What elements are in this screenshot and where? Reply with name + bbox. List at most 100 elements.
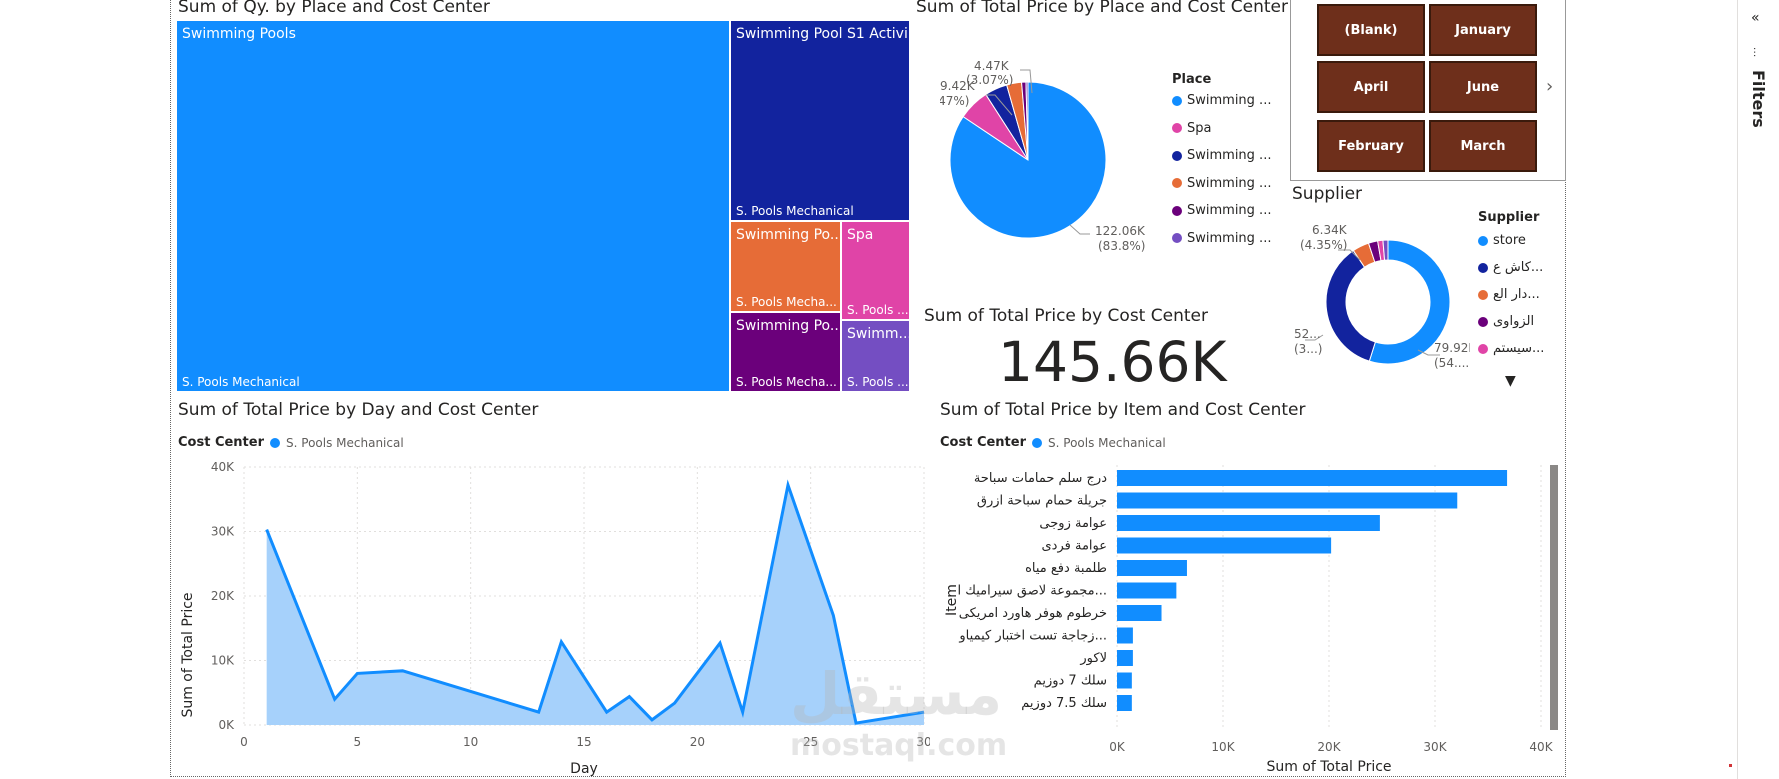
- line-legend: Cost Center S. Pools Mechanical: [178, 435, 404, 450]
- treemap-tile-label: Spa: [847, 227, 874, 243]
- pie-label-value: 4.47K: [974, 59, 1010, 73]
- filters-pane-label[interactable]: Filters: [1749, 70, 1768, 128]
- treemap-tile[interactable]: Swimming Pool S1 Activi... S. Pools Mech…: [730, 20, 910, 221]
- category-label: مجموعة لاصق سيراميك ا...: [958, 584, 1107, 599]
- pie-label-pct: (3.07%): [966, 73, 1013, 87]
- legend-dot-icon: [1478, 235, 1488, 246]
- slicer-button-june[interactable]: June: [1429, 61, 1537, 113]
- treemap-tile-sublabel: S. Pools ...: [847, 375, 909, 389]
- category-label: سلك 7.5 دوزيم: [1021, 696, 1107, 711]
- watermark-text: mostaql.com: [790, 728, 1008, 763]
- legend-label: Swimming ...: [1187, 175, 1272, 191]
- pie-slice[interactable]: [1368, 239, 1451, 365]
- category-label: لاكور: [1079, 651, 1107, 666]
- category-label: جريلة حمام سباحة ازرق: [977, 494, 1107, 509]
- slicer-button-april[interactable]: April: [1317, 61, 1425, 113]
- treemap-tile[interactable]: Swimming Po... S. Pools Mecha...: [730, 221, 841, 312]
- supplier-label-pct: (54....): [1434, 356, 1470, 370]
- legend-item[interactable]: سيستم...: [1478, 341, 1544, 356]
- legend-label: Swimming ...: [1187, 230, 1272, 246]
- pie-slice[interactable]: [1325, 249, 1376, 362]
- bar[interactable]: [1117, 470, 1508, 486]
- category-label: عوامة فردى: [1041, 539, 1107, 554]
- treemap-tile-label: Swimming Po...: [736, 227, 841, 243]
- pie-label-value: 122.06K: [1095, 224, 1146, 238]
- status-dot: [1729, 764, 1732, 767]
- treemap-tile-sublabel: S. Pools Mecha...: [736, 375, 837, 389]
- item-bar-chart[interactable]: 0K 10K 20K 30K 40K درج سلم حمامات سباحة جريلة…: [930, 460, 1570, 777]
- bar[interactable]: [1117, 537, 1332, 554]
- y-tick-label: 10K: [211, 654, 235, 668]
- legend-item[interactable]: store: [1478, 233, 1526, 248]
- place-pie-chart[interactable]: 4.47K (3.07%) 9.42K (6.47%) 122.06K (83.…: [940, 40, 1180, 280]
- treemap-tile-sublabel: S. Pools Mechanical: [736, 204, 854, 218]
- legend-dot-icon: [1172, 178, 1182, 188]
- y-tick-label: 0K: [218, 718, 235, 732]
- bar[interactable]: [1117, 582, 1177, 599]
- legend-item[interactable]: Spa: [1172, 121, 1211, 136]
- bar[interactable]: [1117, 560, 1187, 576]
- treemap-tile-label: Swimm...: [847, 326, 910, 342]
- filter-funnel-icon: ⫶: [1753, 46, 1757, 60]
- treemap-tile[interactable]: Spa S. Pools ...: [841, 221, 910, 320]
- x-tick-label: 15: [576, 735, 591, 749]
- day-area-chart[interactable]: 0K 10K 20K 30K 40K 0 5 10 15 20 25 30 Sum of Total…: [170, 455, 930, 777]
- card-title: Sum of Total Price by Cost Center: [924, 306, 1208, 326]
- x-tick-label: 20: [690, 735, 705, 749]
- x-tick-label: 20K: [1317, 740, 1341, 754]
- treemap-tile[interactable]: Swimming Pools S. Pools Mechanical: [176, 20, 730, 392]
- legend-dot-icon: [1478, 289, 1488, 300]
- slicer-button-february[interactable]: February: [1317, 120, 1425, 172]
- chevron-right-icon[interactable]: ›: [1546, 76, 1554, 97]
- legend-item[interactable]: دار الع...: [1478, 287, 1540, 302]
- supplier-label-pct: (3...): [1294, 342, 1322, 356]
- legend-dot-icon: [1478, 262, 1488, 273]
- treemap-tile[interactable]: Swimming Po... S. Pools Mecha...: [730, 312, 841, 392]
- bar[interactable]: [1117, 515, 1380, 531]
- supplier-donut-chart[interactable]: 6.34K (4.35%) 52... (3...) 79.92K (54...…: [1270, 210, 1470, 380]
- treemap-tile-label: Swimming Pool S1 Activi...: [736, 26, 910, 42]
- legend-item[interactable]: كاش ع...: [1478, 260, 1543, 275]
- category-label: درج سلم حمامات سباحة: [974, 471, 1107, 486]
- legend-item[interactable]: Swimming ...: [1172, 148, 1271, 163]
- legend-label: دار الع...: [1493, 287, 1540, 302]
- legend-item[interactable]: Swimming ...: [1172, 203, 1271, 218]
- x-tick-label: 5: [354, 735, 362, 749]
- treemap-tile[interactable]: Swimm... S. Pools ...: [841, 320, 910, 392]
- x-tick-label: 30: [916, 735, 930, 749]
- legend-item[interactable]: Swimming ...: [1172, 93, 1271, 108]
- pie-title: Sum of Total Price by Place and Cost Cen…: [916, 0, 1288, 17]
- bar[interactable]: [1117, 627, 1133, 644]
- bar[interactable]: [1117, 672, 1132, 689]
- bar[interactable]: [1117, 605, 1162, 621]
- legend-label: Swimming ...: [1187, 93, 1272, 108]
- supplier-label-value: 79.92K: [1434, 341, 1470, 355]
- category-label: عوامة زوجى: [1039, 516, 1107, 531]
- card-value: 145.66K: [998, 330, 1227, 394]
- slicer-button-march[interactable]: March: [1429, 120, 1537, 172]
- watermark-logo: مستقل: [790, 660, 1003, 728]
- slicer-button-january[interactable]: January: [1429, 4, 1537, 56]
- collapse-filters-icon[interactable]: «: [1751, 10, 1760, 26]
- supplier-label-value: 6.34K: [1312, 223, 1348, 237]
- legend-dot-icon: [1478, 343, 1488, 354]
- pie-slice[interactable]: [1025, 81, 1029, 161]
- legend-label: Swimming ...: [1187, 148, 1272, 163]
- bar[interactable]: [1117, 492, 1458, 509]
- category-label: سلك 7 دوزيم: [1034, 674, 1107, 689]
- legend-label: Spa: [1187, 120, 1212, 136]
- legend-item[interactable]: Swimming ...: [1172, 176, 1271, 191]
- bar-scrollbar-thumb[interactable]: [1550, 465, 1558, 730]
- bar-chart-title: Sum of Total Price by Item and Cost Cent…: [940, 400, 1306, 420]
- legend-item[interactable]: الزواوى: [1478, 314, 1534, 329]
- legend-scroll-down-icon[interactable]: ▼: [1505, 373, 1516, 389]
- legend-item[interactable]: Swimming ...: [1172, 231, 1271, 246]
- y-tick-label: 20K: [211, 589, 235, 603]
- category-label: طلمبة دفع مياه: [1025, 561, 1107, 576]
- bar[interactable]: [1117, 695, 1132, 711]
- area-line: [265, 479, 925, 725]
- legend-label: Swimming ...: [1187, 203, 1272, 218]
- bar[interactable]: [1117, 650, 1133, 666]
- slicer-button-blank[interactable]: (Blank): [1317, 4, 1425, 56]
- pie-slice[interactable]: [1382, 239, 1389, 261]
